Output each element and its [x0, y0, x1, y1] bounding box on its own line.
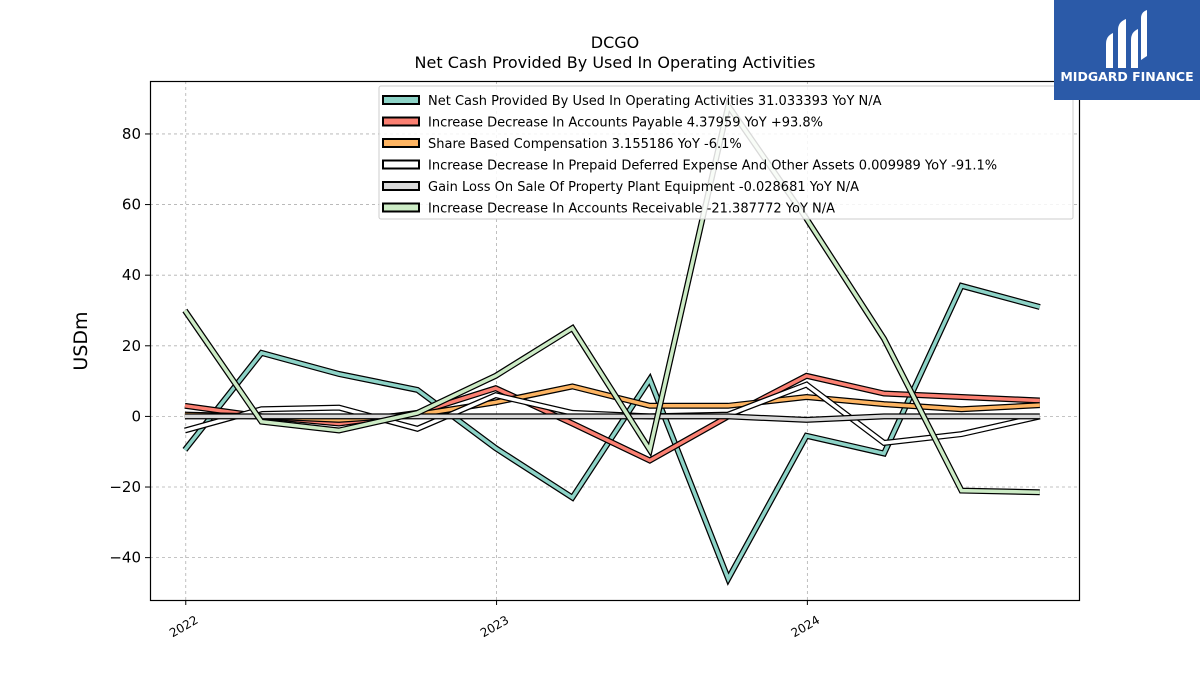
- legend-swatch: [384, 140, 418, 146]
- x-tick-label: 2022: [167, 613, 200, 640]
- legend-label: Increase Decrease In Accounts Receivable…: [428, 202, 835, 217]
- legend-label: Gain Loss On Sale Of Property Plant Equi…: [428, 180, 859, 195]
- y-tick-label: 0: [131, 407, 141, 425]
- brand-name: MIDGARD FINANCE: [1060, 69, 1193, 84]
- series-line-outline: [182, 282, 1041, 586]
- y-tick-label: 60: [122, 196, 141, 214]
- chart-subtitle: Net Cash Provided By Used In Operating A…: [415, 53, 816, 72]
- series-line-6: [182, 98, 1040, 496]
- series-line-stroke: [184, 414, 1040, 422]
- legend-item: Increase Decrease In Accounts Receivable…: [382, 202, 835, 217]
- series-lines: [182, 98, 1041, 586]
- plot-frame: [149, 80, 1081, 602]
- legend-label: Net Cash Provided By Used In Operating A…: [428, 94, 882, 109]
- series-line-5: [184, 413, 1040, 423]
- legend-swatch: [384, 97, 418, 103]
- y-tick-label: −20: [109, 478, 141, 496]
- series-line-stroke: [183, 283, 1041, 583]
- legend-item: Increase Decrease In Prepaid Deferred Ex…: [382, 159, 997, 174]
- y-tick-label: 40: [122, 266, 141, 284]
- legend-swatch: [384, 204, 418, 211]
- brand-logo-background: [1054, 0, 1200, 100]
- chart-title: DCGO: [591, 33, 639, 52]
- y-tick-label: 80: [122, 125, 141, 143]
- series-line-1: [182, 282, 1041, 586]
- y-tick-label: −40: [109, 549, 141, 567]
- legend-swatch: [384, 161, 418, 168]
- legend-label: Increase Decrease In Prepaid Deferred Ex…: [428, 159, 997, 174]
- y-tick-label: 20: [122, 337, 141, 355]
- legend-label: Increase Decrease In Accounts Payable 4.…: [428, 116, 823, 131]
- brand-logo: MIDGARD FINANCE: [1054, 0, 1200, 100]
- legend: Net Cash Provided By Used In Operating A…: [378, 85, 1074, 220]
- series-line-stroke: [183, 101, 1040, 495]
- y-axis: −40 −20 0 20 40 60 80: [109, 125, 150, 567]
- legend-label: Share Based Compensation 3.155186 YoY -6…: [428, 137, 742, 152]
- x-axis: 2022 2023 2024: [167, 600, 822, 640]
- x-tick-label: 2024: [789, 613, 822, 640]
- brand-mark-icon: [1106, 10, 1147, 68]
- y-axis-label: USDm: [70, 311, 92, 370]
- legend-item: Net Cash Provided By Used In Operating A…: [382, 94, 882, 109]
- x-tick-label: 2023: [478, 613, 511, 640]
- legend-item: Gain Loss On Sale Of Property Plant Equi…: [382, 180, 859, 195]
- legend-box: [378, 85, 1074, 220]
- legend-swatch: [384, 118, 418, 125]
- legend-item: Increase Decrease In Accounts Payable 4.…: [382, 116, 823, 131]
- legend-swatch: [384, 183, 418, 189]
- legend-item: Share Based Compensation 3.155186 YoY -6…: [382, 137, 742, 152]
